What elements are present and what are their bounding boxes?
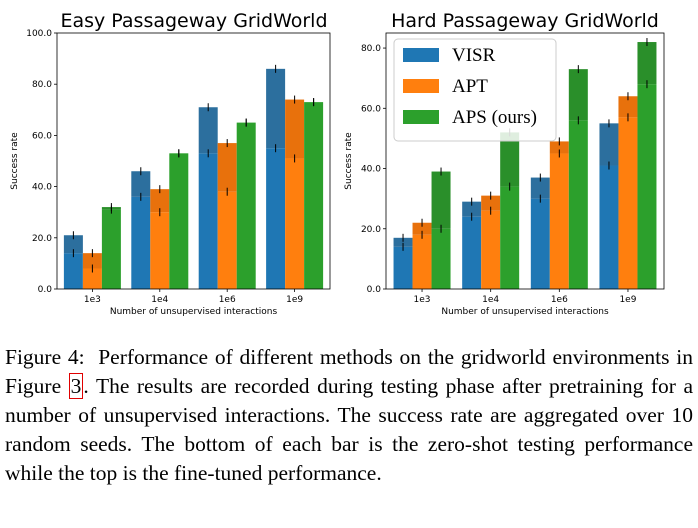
y-tick-label: 80.0 — [32, 80, 52, 90]
bar-fine-tuned — [150, 189, 170, 213]
bar-zero-shot — [637, 84, 657, 289]
figure-caption: Figure 4: Performance of different metho… — [5, 343, 693, 488]
y-axis-label: Success rate — [344, 132, 354, 190]
bar-zero-shot — [412, 234, 432, 289]
chart-title: Hard Passageway GridWorld — [391, 10, 659, 32]
bar-fine-tuned — [599, 123, 619, 166]
plot-frame — [385, 32, 665, 290]
caption-text-start: Performance of different methods on the … — [5, 345, 693, 398]
bar-fine-tuned — [266, 68, 286, 149]
bar-zero-shot — [236, 122, 256, 289]
x-tick-label: 1e4 — [151, 295, 168, 305]
y-tick-label: 60.0 — [361, 104, 381, 114]
y-axis-label: Success rate — [10, 132, 20, 190]
bar-zero-shot — [530, 198, 550, 289]
y-tick-label: 40.0 — [361, 165, 381, 175]
x-tick-label: 1e4 — [482, 295, 499, 305]
plot-frame — [56, 32, 331, 290]
chart-title: Easy Passageway GridWorld — [60, 10, 327, 32]
bar-zero-shot — [266, 148, 286, 289]
legend-swatch — [403, 110, 439, 124]
bar-fine-tuned — [637, 42, 657, 85]
legend-label: APT — [452, 76, 488, 97]
legend-label: APS (ours) — [452, 107, 537, 128]
bar-fine-tuned — [549, 141, 569, 154]
x-tick-label: 1e9 — [619, 295, 636, 305]
bar-fine-tuned — [217, 143, 237, 192]
figure: Easy Passageway GridWorld 1e3 1e4 1e6 1e9 0.0… — [10, 10, 665, 317]
x-tick-label: 1e3 — [84, 295, 101, 305]
y-tick-label: 20.0 — [32, 234, 52, 244]
legend: VISR APT APS (ours) — [393, 38, 557, 142]
y-tick-label: 0.0 — [367, 285, 382, 295]
bar-fine-tuned — [412, 222, 432, 235]
bar-fine-tuned — [393, 237, 413, 247]
bar-zero-shot — [500, 186, 520, 289]
bar-fine-tuned — [431, 171, 451, 229]
legend-swatch — [403, 48, 439, 62]
x-tick-label: 1e6 — [219, 295, 236, 305]
bar-zero-shot — [101, 209, 121, 289]
bar-zero-shot — [198, 153, 218, 289]
chart-2: Hard Passageway GridWorld 1e3 1e4 1e6 1e9 0.0… — [344, 10, 665, 317]
bar-zero-shot — [462, 216, 482, 289]
bar-zero-shot — [304, 102, 324, 290]
caption-label: Figure 4: — [5, 345, 85, 369]
y-tick-label: 60.0 — [32, 131, 52, 141]
legend-label: VISR — [452, 45, 496, 66]
bar-zero-shot — [393, 246, 413, 289]
figure-reference-link[interactable]: 3 — [68, 373, 84, 399]
bar-zero-shot — [549, 153, 569, 289]
bar-zero-shot — [169, 153, 189, 289]
bar-fine-tuned — [131, 171, 151, 197]
bar-fine-tuned — [462, 201, 482, 217]
bar-zero-shot — [599, 165, 619, 289]
bar-fine-tuned — [530, 177, 550, 199]
bar-zero-shot — [131, 196, 151, 289]
bar-zero-shot — [82, 268, 102, 289]
bar-zero-shot — [285, 158, 305, 289]
legend-swatch — [403, 79, 439, 93]
bar-fine-tuned — [63, 235, 83, 254]
y-tick-label: 80.0 — [361, 44, 381, 54]
y-tick-label: 20.0 — [361, 225, 381, 235]
bar-fine-tuned — [285, 99, 305, 159]
bar-zero-shot — [481, 210, 501, 289]
x-tick-label: 1e9 — [286, 295, 303, 305]
bar-fine-tuned — [500, 132, 520, 187]
x-axis-label: Number of unsupervised interactions — [441, 307, 609, 317]
chart-1: Easy Passageway GridWorld 1e3 1e4 1e6 1e9 0.0… — [10, 10, 331, 317]
bar-fine-tuned — [568, 69, 588, 121]
bar-zero-shot — [568, 120, 588, 289]
caption-text-end: . The results are recorded during testin… — [5, 374, 693, 485]
bar-zero-shot — [618, 117, 638, 290]
bar-zero-shot — [431, 228, 451, 289]
bar-zero-shot — [217, 191, 237, 289]
bar-fine-tuned — [618, 96, 638, 118]
y-tick-label: 100.0 — [26, 29, 52, 39]
bar-fine-tuned — [481, 195, 501, 211]
bar-zero-shot — [150, 212, 170, 289]
y-tick-label: 40.0 — [32, 183, 52, 193]
bar-fine-tuned — [82, 253, 102, 269]
x-tick-label: 1e3 — [414, 295, 431, 305]
x-axis-label: Number of unsupervised interactions — [110, 307, 278, 317]
bar-zero-shot — [63, 253, 83, 289]
x-tick-label: 1e6 — [551, 295, 568, 305]
y-tick-label: 0.0 — [38, 285, 53, 295]
bar-fine-tuned — [198, 107, 218, 154]
